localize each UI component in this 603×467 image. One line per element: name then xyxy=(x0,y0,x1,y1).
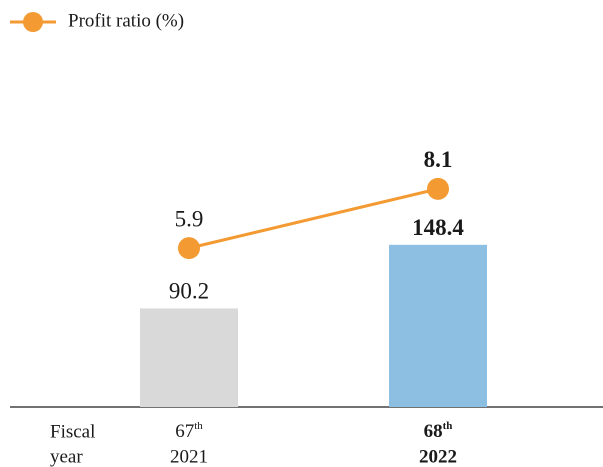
x-axis-label: year xyxy=(50,446,83,467)
category-suffix: th xyxy=(443,420,453,432)
legend-label: Profit ratio (%) xyxy=(68,10,184,31)
line-point xyxy=(178,237,200,260)
data-label: 8.1 xyxy=(424,147,453,172)
x-axis-label: Fiscal xyxy=(50,421,95,442)
x-tick-label: 68th xyxy=(424,420,453,443)
x-tick-label: 2021 xyxy=(170,446,208,467)
category-suffix: th xyxy=(194,420,203,432)
data-label: 148.4 xyxy=(412,215,464,240)
x-tick-label: 2022 xyxy=(419,446,457,467)
line xyxy=(188,187,439,250)
x-tick-label: 67th xyxy=(175,420,203,443)
data-label: 5.9 xyxy=(175,206,204,231)
line-point xyxy=(427,177,449,200)
bar xyxy=(140,308,238,407)
bar xyxy=(389,244,487,407)
data-label: 90.2 xyxy=(169,279,209,304)
category-ordinal: 67 xyxy=(175,421,194,442)
legend-marker xyxy=(23,12,43,32)
category-ordinal: 68 xyxy=(424,421,443,442)
